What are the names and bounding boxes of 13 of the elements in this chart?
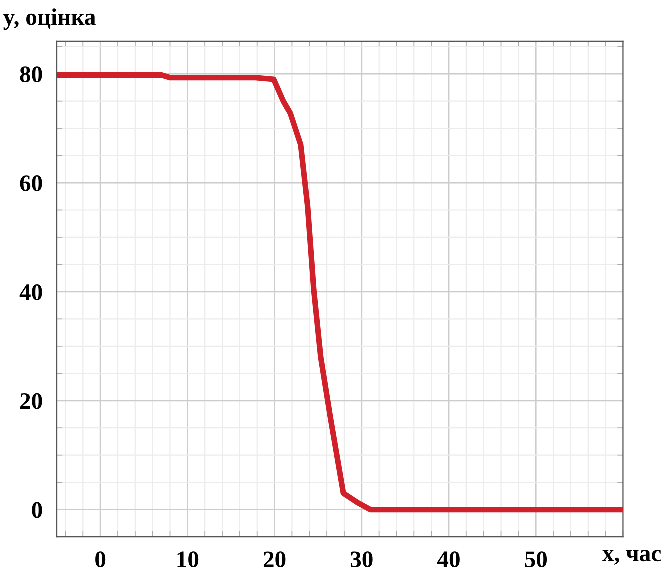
y-tick-label: 0 — [32, 502, 42, 518]
y-tick-label: 20 — [20, 393, 42, 410]
x-tick-label: 50 — [525, 552, 548, 568]
x-axis-title: x, час — [602, 550, 662, 566]
x-tick-label: 0 — [96, 552, 106, 568]
y-tick-label: 40 — [20, 284, 42, 300]
y-axis-title: y, оцінка — [4, 8, 96, 30]
x-tick-label: 10 — [178, 552, 199, 568]
y-tick-label: 60 — [20, 176, 42, 192]
y-tick-label: 80 — [20, 66, 42, 83]
x-tick-label: 30 — [350, 552, 373, 568]
x-tick-label: 20 — [264, 552, 286, 568]
x-tick-label: 40 — [438, 552, 460, 568]
